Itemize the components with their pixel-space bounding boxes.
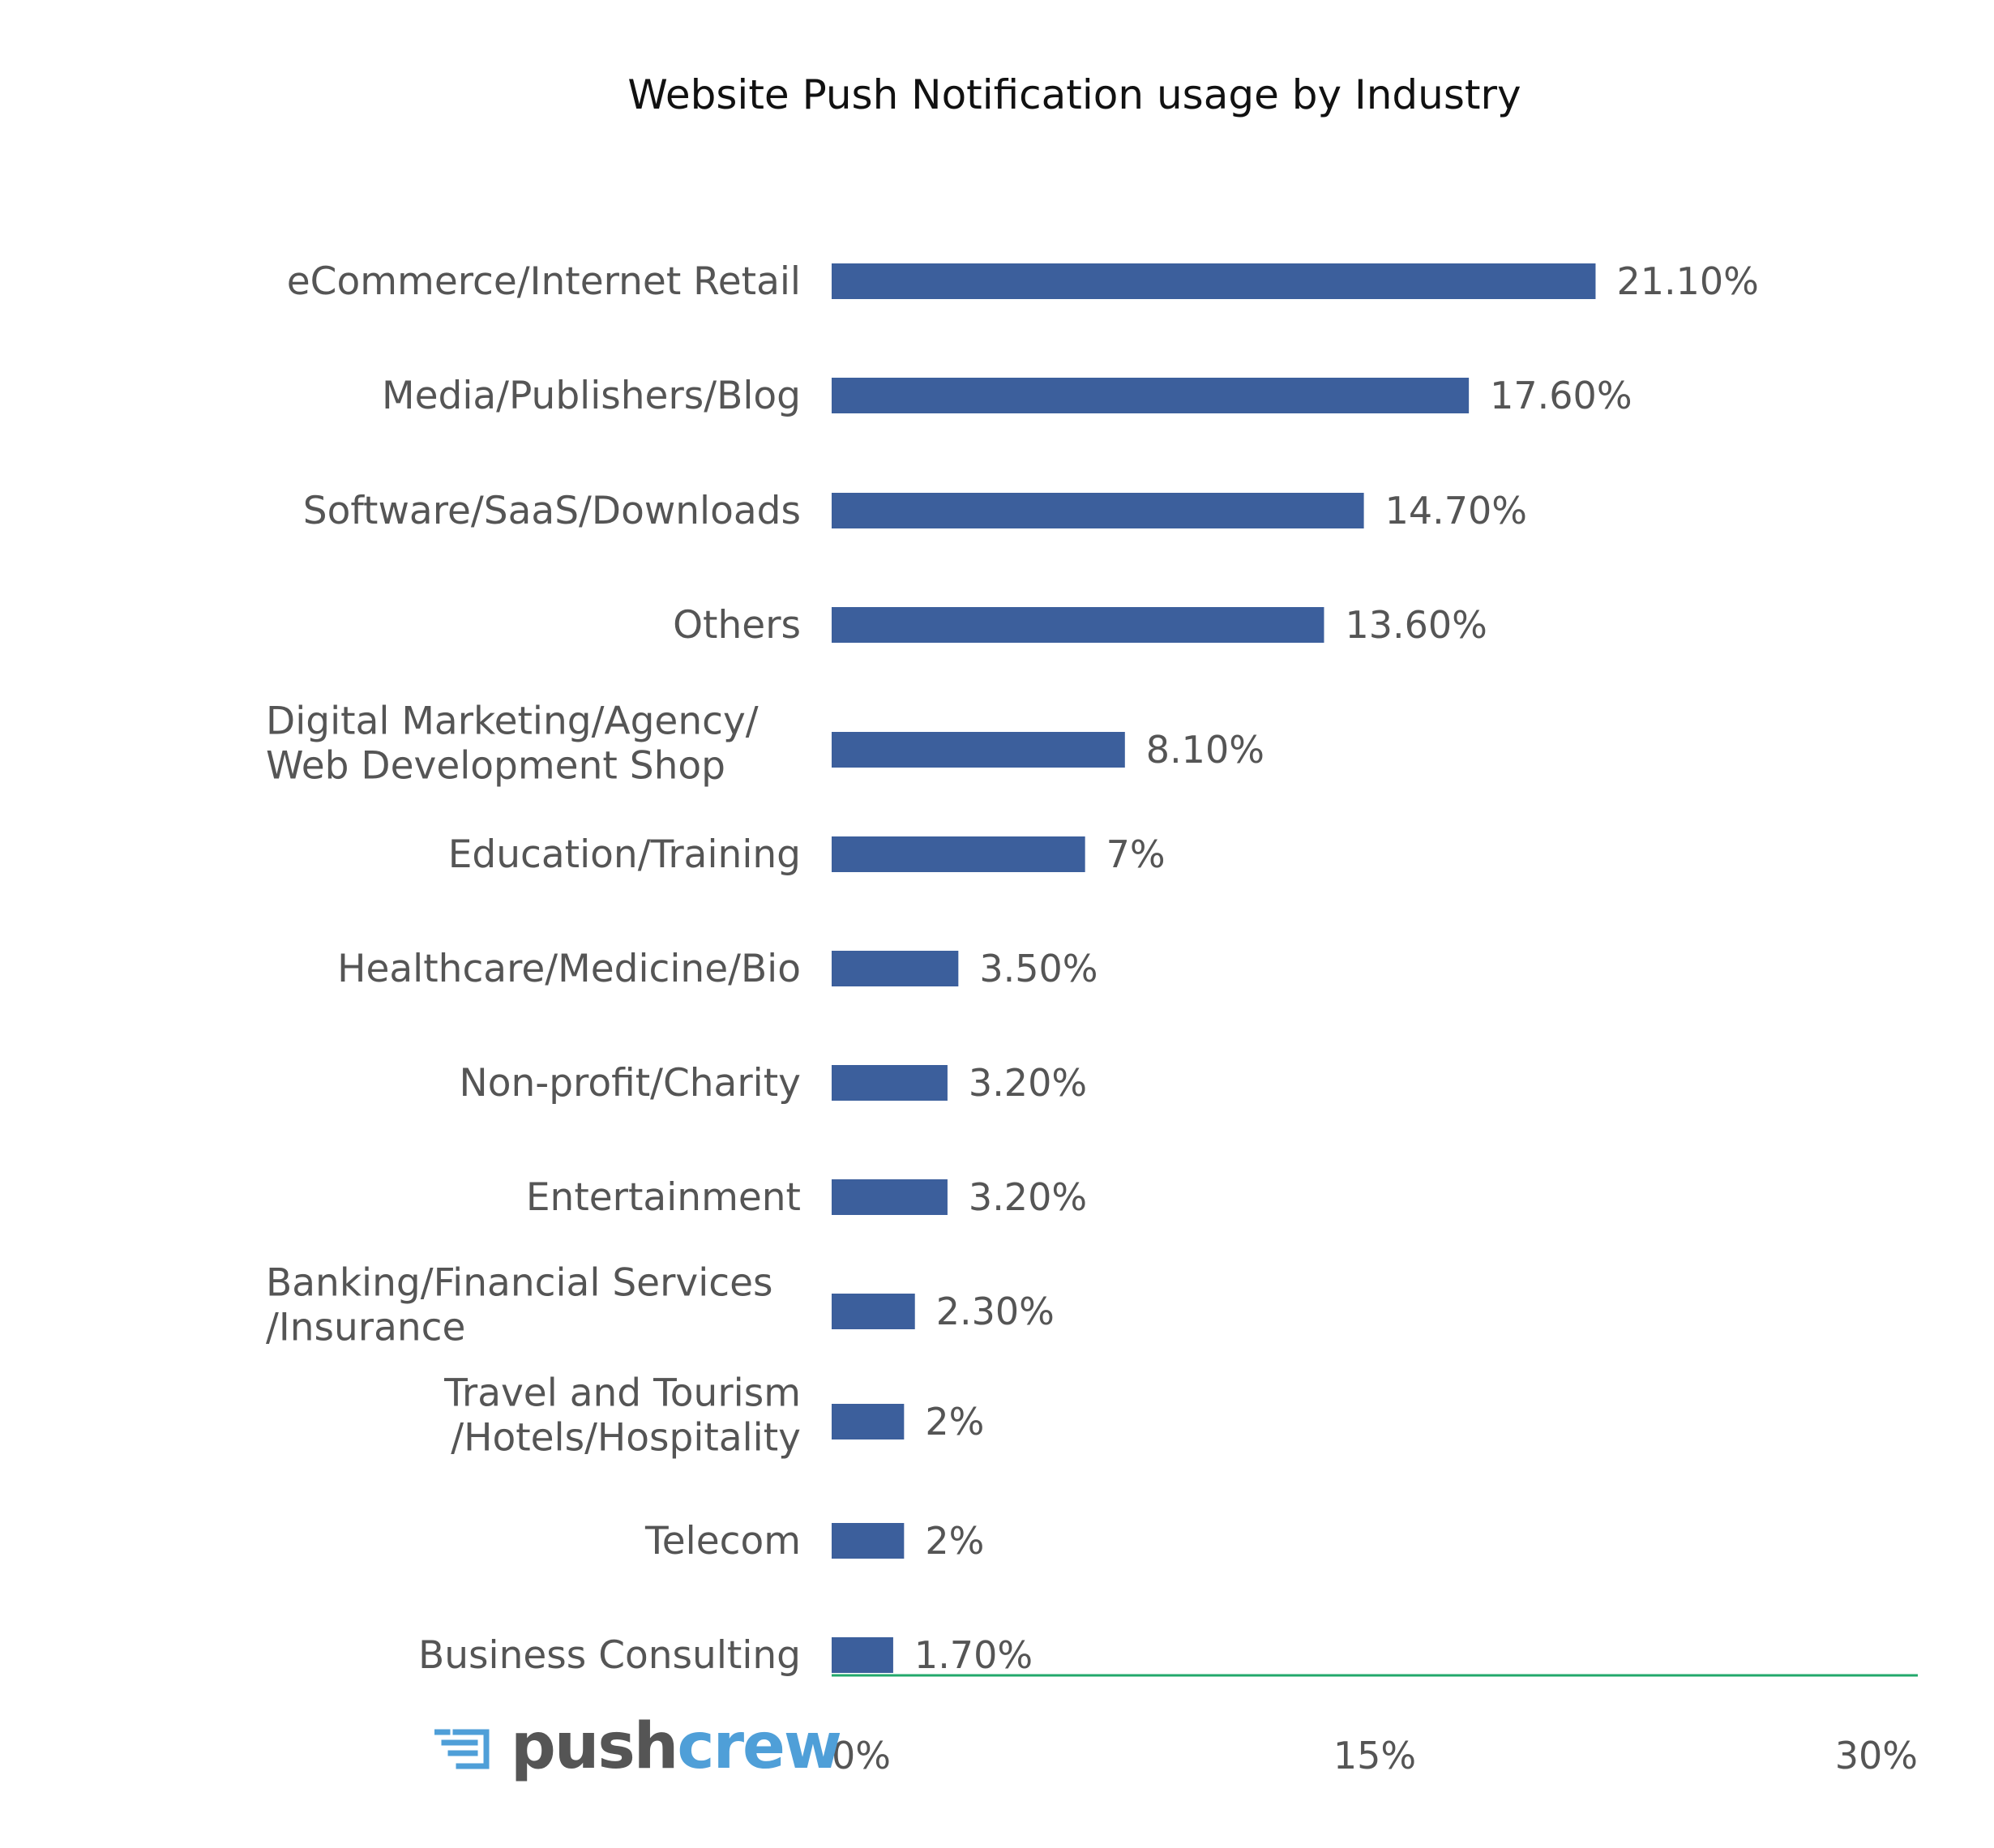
category-label: Others — [673, 603, 801, 648]
category-label: /Insurance — [266, 1306, 465, 1350]
category-label: Software/SaaS/Downloads — [303, 489, 801, 533]
bar — [832, 1294, 915, 1329]
data-label: 14.70% — [1385, 489, 1527, 533]
category-label: Digital Marketing/Agency/ — [266, 699, 759, 744]
category-label: eCommerce/Internet Retail — [287, 259, 801, 304]
logo-text-push: push — [511, 1710, 678, 1783]
category-label: Travel and Tourism — [443, 1371, 801, 1416]
x-tick-label: 0% — [832, 1734, 891, 1777]
data-label: 3.20% — [969, 1175, 1087, 1219]
bar — [832, 1179, 948, 1215]
x-tick-label: 15% — [1333, 1734, 1416, 1777]
data-label: 7% — [1106, 832, 1166, 876]
data-label: 1.70% — [914, 1633, 1033, 1677]
bar — [832, 493, 1364, 528]
chart-title: Website Push Notification usage by Indus… — [627, 71, 1521, 118]
bar — [832, 607, 1324, 643]
category-label: Business Consulting — [418, 1633, 801, 1678]
pushcrew-logo: pushcrew — [434, 1710, 842, 1783]
bar — [832, 732, 1125, 768]
bar — [832, 951, 959, 986]
category-label: Telecom — [644, 1519, 801, 1564]
data-label: 2% — [925, 1400, 984, 1444]
pushcrew-wordmark: pushcrew — [511, 1715, 842, 1778]
category-label: Education/Training — [448, 832, 801, 877]
data-label: 2.30% — [936, 1290, 1055, 1333]
data-label: 13.60% — [1345, 603, 1487, 647]
bar — [832, 1404, 905, 1439]
category-label: Web Development Shop — [266, 744, 725, 789]
bar — [832, 1065, 948, 1101]
bar — [832, 263, 1596, 299]
data-label: 3.50% — [979, 947, 1098, 990]
category-label: Healthcare/Medicine/Bio — [337, 947, 801, 991]
data-label: 2% — [925, 1519, 984, 1563]
data-label: 17.60% — [1490, 374, 1632, 417]
data-label: 3.20% — [969, 1061, 1087, 1105]
category-label: Non-profit/Charity — [460, 1061, 801, 1106]
bar — [832, 378, 1470, 413]
pushcrew-logo-icon — [434, 1729, 490, 1769]
bar — [832, 1523, 905, 1559]
category-label: /Hotels/Hospitality — [451, 1416, 801, 1461]
bar — [832, 1637, 893, 1673]
data-label: 8.10% — [1146, 728, 1264, 772]
x-tick-label: 30% — [1835, 1734, 1918, 1777]
category-label: Banking/Financial Services — [266, 1261, 773, 1306]
bar — [832, 836, 1085, 872]
logo-text-crew: crew — [677, 1710, 842, 1783]
category-label: Entertainment — [526, 1175, 801, 1220]
data-label: 21.10% — [1616, 259, 1758, 303]
category-label: Media/Publishers/Blog — [382, 374, 801, 418]
